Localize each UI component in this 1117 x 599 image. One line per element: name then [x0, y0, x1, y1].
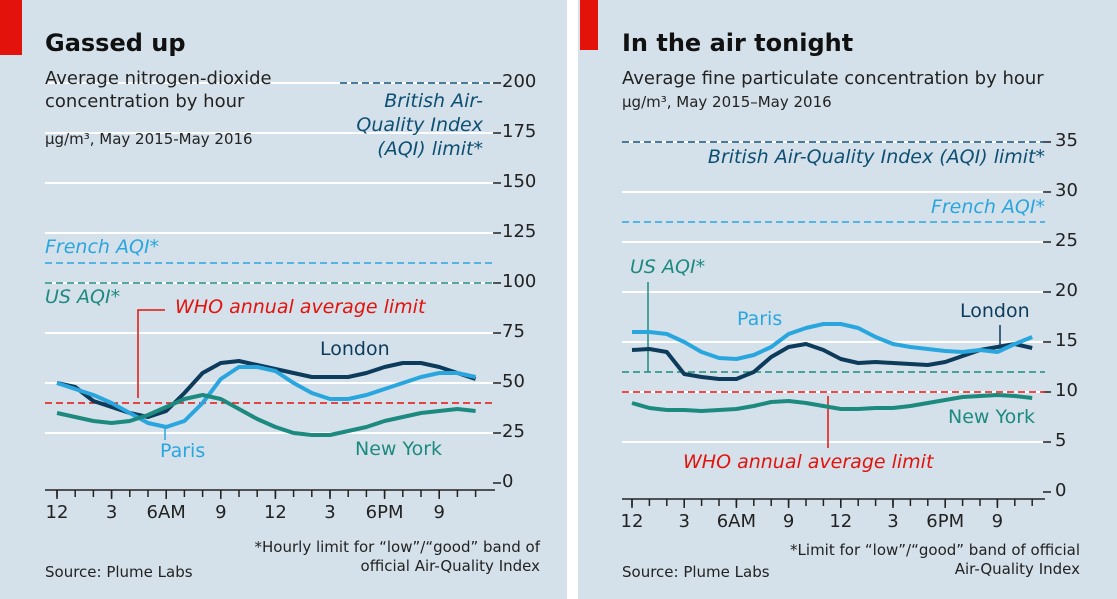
x-tick-label: 3: [324, 502, 336, 523]
units: µg/m³, May 2015-May 2016: [45, 130, 253, 148]
y-tick-label: 0: [502, 471, 514, 492]
reference-label: WHO annual average limit: [683, 451, 934, 473]
chart-title: Gassed up: [45, 29, 186, 57]
y-tick-label: 100: [502, 271, 537, 292]
y-tick-label: 35: [1055, 130, 1078, 151]
y-tick-label: 5: [1055, 430, 1067, 451]
series-label: Paris: [737, 308, 783, 330]
reference-label: French AQI*: [930, 196, 1045, 218]
series-label: London: [320, 338, 390, 360]
connector: [137, 309, 165, 398]
x-tick-label: 3: [887, 511, 899, 532]
series-label: New York: [355, 438, 443, 460]
source: Source: Plume Labs: [622, 563, 770, 581]
series-label: New York: [948, 406, 1036, 428]
y-tick-label: 30: [1055, 180, 1078, 201]
y-tick-label: 20: [1055, 280, 1078, 301]
y-tick-label: 10: [1055, 380, 1078, 401]
series-label: Paris: [160, 440, 206, 462]
source: Source: Plume Labs: [45, 563, 193, 581]
footnote: *Limit for “low”/“good” band of official…: [790, 541, 1080, 578]
subtitle: Average nitrogen-dioxide concentration b…: [45, 68, 272, 112]
series-line: [56, 365, 477, 429]
x-tick-label: 6AM: [146, 502, 186, 523]
reference-label: US AQI*: [630, 256, 706, 278]
x-tick-label: 6AM: [716, 511, 757, 532]
y-tick-label: 50: [502, 371, 525, 392]
x-tick-label: 9: [433, 502, 445, 523]
reference-label: US AQI*: [45, 286, 121, 308]
x-tick-label: 9: [782, 511, 795, 532]
y-tick-label: 0: [1055, 480, 1067, 501]
series-line: [56, 393, 476, 437]
series-line: [632, 322, 1033, 361]
series-line: [631, 393, 1033, 413]
series-line: [631, 342, 1033, 381]
red-tag: [0, 0, 22, 55]
y-tick-label: 200: [502, 71, 537, 92]
series-label: London: [960, 300, 1030, 322]
x-tick-label: 12: [620, 511, 644, 532]
y-tick-label: 75: [502, 321, 525, 342]
footnote: *Hourly limit for “low”/“good” band of o…: [254, 538, 540, 575]
x-tick-label: 6PM: [926, 511, 965, 532]
panel: [0, 0, 567, 599]
x-tick-label: 9: [991, 511, 1004, 532]
x-tick-label: 6PM: [365, 502, 404, 523]
x-tick-label: 12: [829, 511, 853, 532]
x-tick-label: 9: [215, 502, 227, 523]
chart-title: In the air tonight: [622, 29, 854, 57]
x-tick-label: 12: [45, 502, 69, 523]
y-tick-label: 25: [502, 421, 525, 442]
reference-label: French AQI*: [45, 236, 160, 258]
x-tick-label: 3: [678, 511, 690, 532]
reference-label: WHO annual average limit: [175, 296, 426, 318]
units: µg/m³, May 2015–May 2016: [622, 93, 832, 111]
x-tick-label: 3: [105, 502, 118, 523]
reference-label: British Air-Quality Index (AQI) limit*: [707, 146, 1045, 168]
red-tag: [580, 0, 598, 50]
subtitle: Average fine particulate concentration b…: [622, 68, 1044, 89]
y-tick-label: 175: [502, 121, 537, 142]
x-tick-label: 12: [263, 502, 287, 523]
y-tick-label: 150: [502, 171, 537, 192]
reference-label: British Air-Quality Index (AQI) limit*: [356, 90, 483, 160]
y-tick-label: 125: [502, 221, 537, 242]
y-tick-label: 15: [1055, 330, 1078, 351]
y-tick-label: 25: [1055, 230, 1078, 251]
